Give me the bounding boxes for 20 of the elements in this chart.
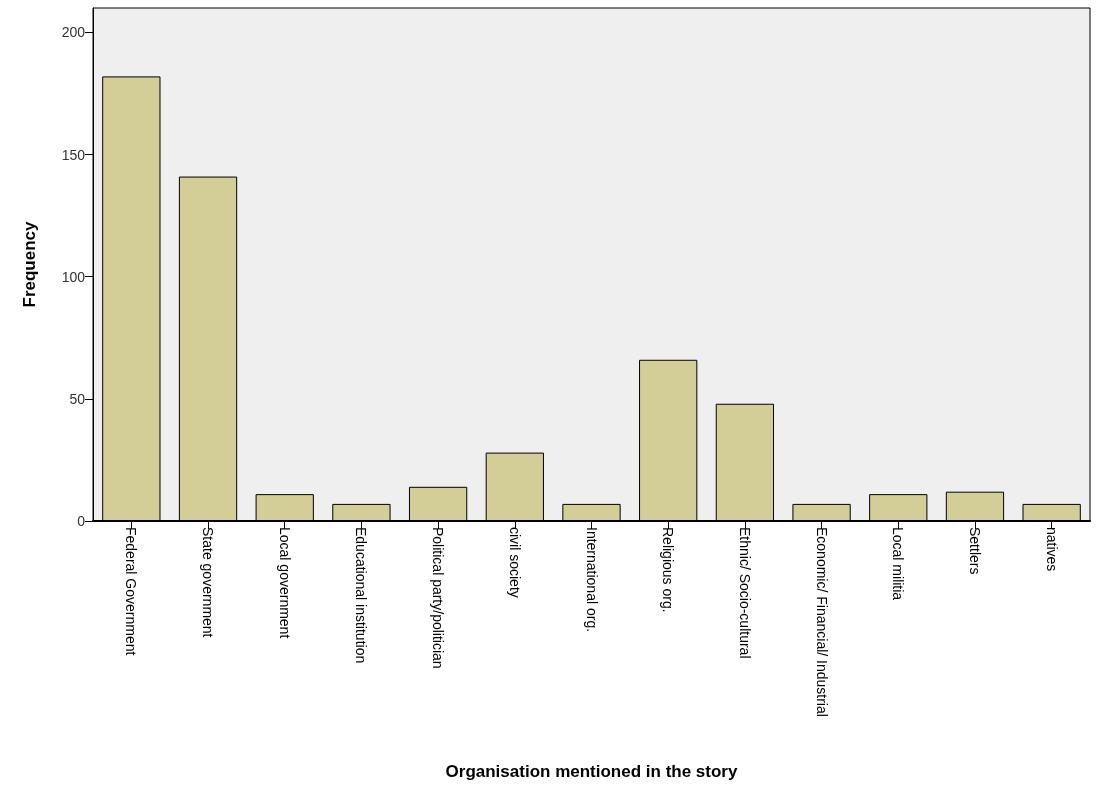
y-tick-label: 150 (61, 146, 86, 163)
x-tick-label: Settlers (966, 527, 983, 575)
x-tick-label: natives (1043, 527, 1060, 572)
y-tick-label: 50 (69, 390, 86, 407)
x-tick-label: Religious org. (660, 527, 677, 613)
x-tick-label: Local government (276, 527, 293, 639)
y-tick-label: 100 (61, 268, 86, 285)
x-tick-label: Local militia (890, 527, 907, 601)
x-tick-label: Economic/ Financial/ Industrial (813, 527, 830, 717)
y-tick-label: 200 (61, 24, 86, 41)
x-tick-label: Political party/politician (430, 527, 447, 669)
x-axis-title: Organisation mentioned in the story (445, 762, 738, 781)
x-tick-label: Educational institution (353, 527, 370, 664)
y-axis-title: Frequency (20, 220, 39, 308)
x-tick-label: civil society (506, 527, 523, 598)
x-tick-label: Ethnic/ Socio-cultural (736, 527, 753, 659)
x-tick-label: International org. (583, 527, 600, 633)
x-tick-label: Federal Government (123, 527, 140, 656)
y-tick-label: 0 (77, 513, 86, 529)
x-tick-label: State government (200, 527, 217, 638)
